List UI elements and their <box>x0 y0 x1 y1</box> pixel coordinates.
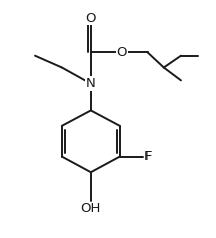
Text: F: F <box>143 150 151 163</box>
Text: N: N <box>86 77 96 90</box>
Text: O: O <box>86 12 96 25</box>
Text: F: F <box>145 150 152 163</box>
Text: O: O <box>117 46 127 59</box>
Text: OH: OH <box>81 202 101 215</box>
